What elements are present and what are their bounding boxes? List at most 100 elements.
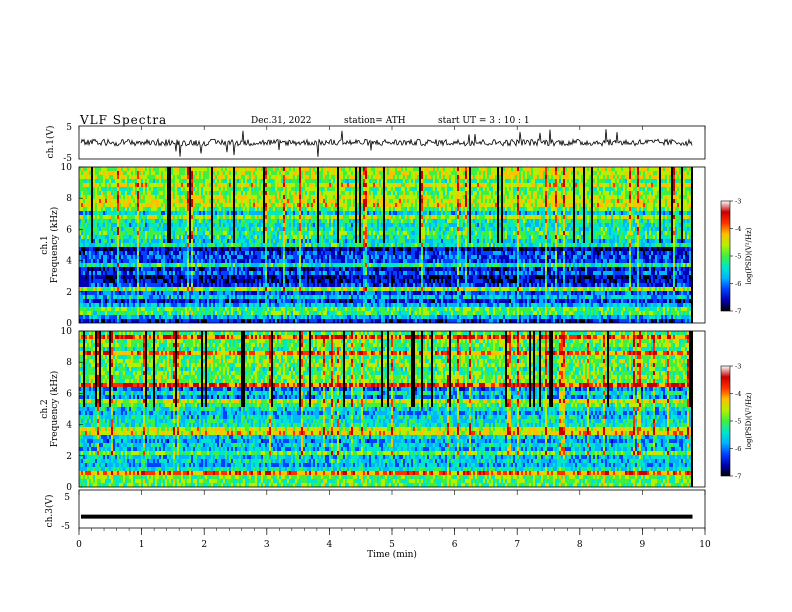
spectrogram-cell — [395, 171, 397, 175]
spectrogram-cell — [205, 203, 207, 207]
spectrogram-cell — [367, 211, 369, 215]
spectrogram-cell — [257, 207, 259, 211]
spectrogram-cell — [509, 207, 511, 211]
spectrogram-cell — [601, 199, 603, 203]
spectrogram-cell — [425, 187, 427, 191]
spectrogram-cell — [289, 187, 291, 191]
spectrogram-cell — [437, 203, 439, 207]
spectrogram-cell — [459, 199, 461, 203]
spectrogram-cell — [131, 179, 133, 183]
spectrogram-cell — [505, 195, 507, 199]
spectrogram-cell — [175, 219, 177, 223]
spectrogram-cell — [227, 171, 229, 175]
spectrogram-cell — [321, 191, 323, 195]
spectrogram-cell — [79, 211, 81, 215]
spectrogram-cell — [91, 219, 93, 223]
spectrogram-cell — [629, 179, 631, 183]
spectrogram-cell — [593, 203, 595, 207]
spectrogram-cell — [589, 187, 591, 191]
spectrogram-cell — [221, 187, 223, 191]
spectrogram-cell — [277, 195, 279, 199]
spectrogram-cell — [321, 203, 323, 207]
spectrogram-cell — [381, 227, 383, 231]
spectrogram-cell — [673, 167, 675, 171]
spectrogram-cell — [647, 215, 649, 219]
spectrogram-cell — [117, 203, 119, 207]
spectrogram-cell — [263, 215, 265, 219]
spectrogram-cell — [599, 219, 601, 223]
spectrogram-cell — [411, 171, 413, 175]
spectrogram-cell — [279, 195, 281, 199]
spectrogram-cell — [667, 207, 669, 211]
spectrogram-cell — [479, 199, 481, 203]
spectrogram-cell — [309, 191, 311, 195]
spectrogram-cell — [621, 219, 623, 223]
spectrogram-cell — [513, 215, 515, 219]
spectrogram-cell — [519, 179, 521, 183]
spectrogram-cell — [487, 211, 489, 215]
spectrogram-cell — [669, 219, 671, 223]
spectrogram-cell — [445, 183, 447, 187]
spectrogram-cell — [217, 231, 219, 235]
spectrogram-cell — [465, 223, 467, 227]
spectrogram-cell — [469, 171, 471, 175]
spectrogram-cell — [545, 187, 547, 191]
spectrogram-cell — [587, 207, 589, 211]
spectrogram-cell — [477, 219, 479, 223]
spectrogram-cell — [609, 175, 611, 179]
spectrogram-cell — [429, 207, 431, 211]
spectrogram-cell — [633, 199, 635, 203]
spectrogram-cell — [577, 219, 579, 223]
spectrogram-cell — [419, 203, 421, 207]
spectrogram-cell — [373, 195, 375, 199]
spectrogram-cell — [455, 171, 457, 175]
spectrogram-cell — [275, 199, 277, 203]
spectrogram-cell — [235, 199, 237, 203]
spectrogram-cell — [203, 211, 205, 215]
spectrogram-cell — [495, 191, 497, 195]
spectrogram-cell — [349, 219, 351, 223]
spectrogram-cell — [561, 187, 563, 191]
spectrogram-cell — [253, 187, 255, 191]
spectrogram-cell — [575, 227, 577, 231]
spectrogram-cell — [471, 227, 473, 231]
spectrogram-cell — [189, 167, 191, 171]
spectrogram-cell — [147, 223, 149, 227]
spectrogram-cell — [579, 187, 581, 191]
spectrogram-cell — [201, 227, 203, 231]
spectrogram-cell — [645, 223, 647, 227]
spectrogram-cell — [443, 227, 445, 231]
spectrogram-cell — [207, 175, 209, 179]
spectrogram-cell — [577, 227, 579, 231]
spectrogram-cell — [685, 191, 687, 195]
spectrogram-cell — [327, 179, 329, 183]
spectrogram-cell — [241, 223, 243, 227]
spectrogram-cell — [237, 183, 239, 187]
spectrogram-cell — [241, 187, 243, 191]
spectrogram-cell — [677, 227, 679, 231]
spectrogram-cell — [477, 183, 479, 187]
spectrogram-cell — [585, 183, 587, 187]
spectrogram-cell — [229, 199, 231, 203]
spectrogram-cell — [189, 187, 191, 191]
spectrogram-cell — [267, 183, 269, 187]
spectrogram-cell — [643, 171, 645, 175]
spectrogram-cell — [477, 215, 479, 219]
spectrogram-cell — [383, 195, 385, 199]
spectrogram-cell — [525, 223, 527, 227]
spectrogram-cell — [603, 227, 605, 231]
spectrogram-cell — [173, 183, 175, 187]
spectrogram-cell — [199, 183, 201, 187]
spectrogram-cell — [359, 183, 361, 187]
spectrogram-cell — [649, 223, 651, 227]
spectrogram-cell — [423, 183, 425, 187]
spectrogram-cell — [183, 167, 185, 171]
spectrogram-cell — [127, 211, 129, 215]
spectrogram-cell — [639, 167, 641, 171]
spectrogram-cell — [625, 183, 627, 187]
spectrogram-cell — [551, 183, 553, 187]
spectrogram-cell — [117, 191, 119, 195]
spectrogram-cell — [441, 183, 443, 187]
spectrogram-cell — [435, 223, 437, 227]
spectrogram-cell — [135, 215, 137, 219]
